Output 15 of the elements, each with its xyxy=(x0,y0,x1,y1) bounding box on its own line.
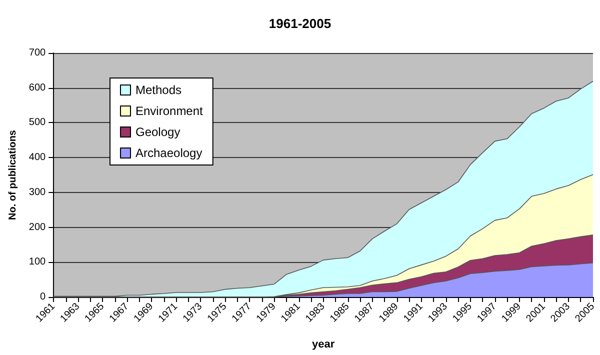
y-tick-label: 0 xyxy=(40,292,46,302)
y-tick-label: 700 xyxy=(28,48,46,58)
chart-title: 1961-2005 xyxy=(268,16,332,31)
y-tick-label: 400 xyxy=(28,152,46,164)
legend-label: Environment xyxy=(136,104,204,118)
y-tick-label: 200 xyxy=(28,222,46,233)
legend-label: Methods xyxy=(136,83,182,97)
y-tick-label: 100 xyxy=(28,256,46,268)
y-tick-label: 600 xyxy=(28,82,46,94)
x-axis-title: year xyxy=(312,338,336,350)
legend-label: Geology xyxy=(136,125,180,139)
y-tick-label: 300 xyxy=(28,186,46,198)
legend-label: Archaeology xyxy=(136,146,202,160)
y-tick-label: 500 xyxy=(28,117,46,128)
y-axis-title: No. of publications xyxy=(8,130,18,220)
